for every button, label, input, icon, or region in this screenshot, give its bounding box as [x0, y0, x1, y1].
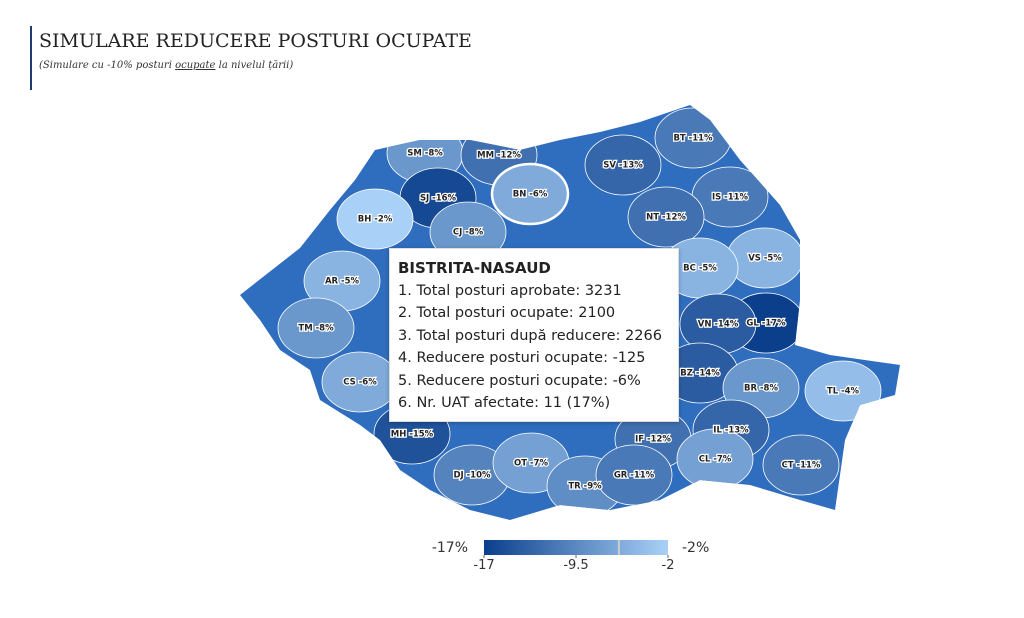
tooltip-line: 6. Nr. UAT afectate: 11 (17%) — [398, 395, 611, 411]
tooltip-title: BISTRITA-NASAUD — [398, 259, 551, 277]
county-label: BH -2% — [358, 215, 393, 225]
county-label: CS -6% — [343, 378, 377, 388]
subtitle-link[interactable]: ocupate — [175, 60, 216, 71]
subtitle-text: (Simulare cu -10% posturi — [39, 60, 176, 71]
county-label: IL -13% — [713, 426, 749, 436]
county-label: OT -7% — [514, 459, 548, 469]
county[interactable] — [595, 444, 673, 506]
county-label: CJ -8% — [453, 228, 484, 238]
legend-tick-label: -9.5 — [563, 558, 588, 573]
county-label: VN -14% — [698, 320, 739, 330]
county-label: BZ -14% — [680, 369, 720, 379]
county-label: BT -11% — [673, 134, 713, 144]
county-label: VS -5% — [748, 254, 782, 264]
county[interactable] — [627, 186, 705, 248]
county-label: NT -12% — [646, 213, 686, 223]
county[interactable] — [336, 188, 414, 250]
county-label: TL -4% — [827, 387, 860, 397]
county-label: CT -11% — [782, 461, 821, 471]
county[interactable] — [277, 297, 355, 359]
county[interactable] — [762, 434, 840, 496]
legend-tick-label: -17 — [473, 558, 494, 573]
county-label: GR -11% — [614, 471, 655, 481]
tooltip-line: 2. Total posturi ocupate: 2100 — [398, 305, 616, 321]
tooltip-line: 1. Total posturi aprobate: 3231 — [398, 282, 622, 299]
county-label: BR -8% — [744, 384, 778, 394]
county-label: GL -17% — [746, 319, 786, 329]
tooltip-line: 4. Reducere posturi ocupate: -125 — [398, 350, 646, 366]
county-selected[interactable] — [490, 162, 570, 226]
legend-min-label: -17% — [432, 540, 468, 556]
tooltip-line: 3. Total posturi după reducere: 2266 — [398, 327, 662, 344]
county-label: SV -13% — [603, 161, 643, 171]
legend-tick-label: -2 — [662, 558, 675, 573]
header: SIMULARE REDUCERE POSTURI OCUPATE (Simul… — [30, 26, 472, 90]
county-label: CL -7% — [699, 455, 732, 465]
county-label: SM -8% — [407, 149, 443, 159]
legend-gradient — [484, 540, 668, 555]
county-label: MH -15% — [391, 430, 434, 440]
subtitle-text: la nivelul țării) — [215, 60, 294, 71]
county-label: TR -9% — [568, 482, 602, 492]
tooltip-line: 5. Reducere posturi ocupate: -6% — [398, 372, 641, 389]
subtitle: (Simulare cu -10% posturi ocupate la niv… — [39, 60, 472, 71]
county-label: TM -8% — [298, 324, 334, 334]
title: SIMULARE REDUCERE POSTURI OCUPATE — [39, 30, 472, 52]
county-label: SJ -16% — [420, 194, 457, 204]
county-label: IF -12% — [635, 435, 671, 445]
county-label: MM -12% — [477, 151, 521, 161]
county-label: AR -5% — [325, 277, 360, 287]
county[interactable] — [584, 134, 662, 196]
tooltip: BISTRITA-NASAUD 1. Total posturi aprobat… — [389, 248, 679, 422]
county-label: IS -11% — [712, 193, 749, 203]
legend-max-label: -2% — [682, 540, 709, 556]
county-label: BC -5% — [683, 264, 717, 274]
county-label: DJ -10% — [453, 471, 491, 481]
county-label: BN -6% — [513, 190, 548, 200]
